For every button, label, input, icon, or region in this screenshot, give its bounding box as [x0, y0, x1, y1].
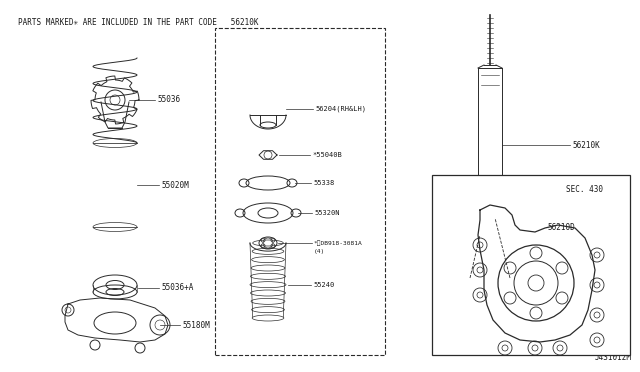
Text: J431012M: J431012M [595, 353, 632, 362]
Text: 56210K: 56210K [572, 141, 600, 150]
Text: *55040B: *55040B [312, 152, 342, 158]
Bar [215, 28, 385, 355]
Text: PARTS MARKED✳ ARE INCLUDED IN THE PART CODE   56210K: PARTS MARKED✳ ARE INCLUDED IN THE PART C… [18, 18, 259, 27]
Text: SEC. 430: SEC. 430 [566, 186, 603, 195]
Bar [432, 175, 630, 355]
Text: *ⓃDB918-3081A: *ⓃDB918-3081A [314, 240, 363, 246]
Text: 55020M: 55020M [161, 180, 189, 189]
Text: 55180M: 55180M [182, 321, 210, 330]
Text: 56210D: 56210D [547, 224, 575, 232]
Text: 55036: 55036 [157, 96, 180, 105]
Text: 55240: 55240 [313, 282, 334, 288]
Text: 55320N: 55320N [314, 210, 339, 216]
Text: (4): (4) [314, 248, 325, 253]
Text: 56204(RH&LH): 56204(RH&LH) [315, 106, 366, 112]
Text: 55338: 55338 [313, 180, 334, 186]
Text: 55036+A: 55036+A [161, 283, 193, 292]
